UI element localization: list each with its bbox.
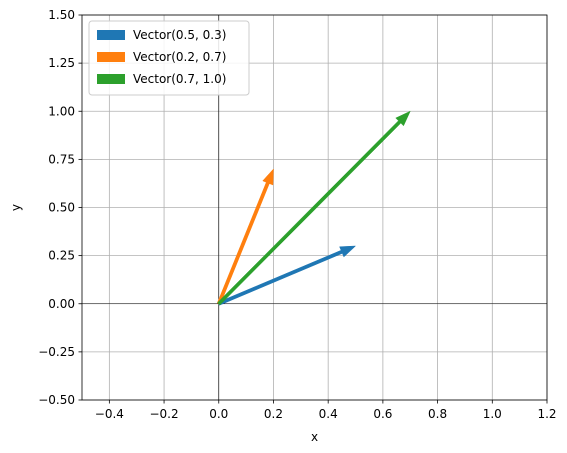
legend-label-0: Vector(0.5, 0.3) <box>133 28 226 42</box>
legend-swatch-0 <box>97 30 125 40</box>
x-axis-label: x <box>311 430 318 444</box>
y-tick-label-3: 0.25 <box>48 249 75 263</box>
vectors-layer <box>216 110 411 306</box>
vector-arrow-0 <box>217 245 357 306</box>
legend-swatch-2 <box>97 74 125 84</box>
x-tick-label-2: 0.0 <box>209 407 228 421</box>
legend-swatch-1 <box>97 52 125 62</box>
x-tick-label-6: 0.8 <box>428 407 447 421</box>
legend-label-1: Vector(0.2, 0.7) <box>133 50 226 64</box>
vector-arrow-2 <box>217 110 411 306</box>
x-tick-label-5: 0.6 <box>373 407 392 421</box>
x-tick-label-1: −0.2 <box>149 407 178 421</box>
y-tick-label-0: −0.50 <box>38 393 75 407</box>
y-tick-label-1: −0.25 <box>38 345 75 359</box>
legend-box <box>88 20 250 96</box>
y-axis-label: y <box>9 204 23 211</box>
x-tick-label-0: −0.4 <box>95 407 124 421</box>
x-tick-label-4: 0.4 <box>319 407 338 421</box>
y-tick-label-8: 1.50 <box>48 8 75 22</box>
y-tick-label-5: 0.75 <box>48 152 75 166</box>
x-tick-label-8: 1.2 <box>537 407 556 421</box>
legend: Vector(0.5, 0.3) Vector(0.2, 0.7) Vector(0… <box>88 20 250 96</box>
legend-label-2: Vector(0.7, 1.0) <box>133 72 226 86</box>
y-tick-label-7: 1.25 <box>48 56 75 70</box>
y-tick-label-2: 0.00 <box>48 297 75 311</box>
x-tick-label-7: 1.0 <box>483 407 502 421</box>
y-tick-label-6: 1.00 <box>48 104 75 118</box>
vector-arrow-1 <box>216 168 274 305</box>
y-tick-label-4: 0.50 <box>48 201 75 215</box>
x-tick-label-3: 0.2 <box>264 407 283 421</box>
ticks-layer: −0.4 −0.2 0.0 0.2 0.4 0.6 0.8 1.0 1.2 −0.50 −0.25 0… <box>38 8 556 421</box>
